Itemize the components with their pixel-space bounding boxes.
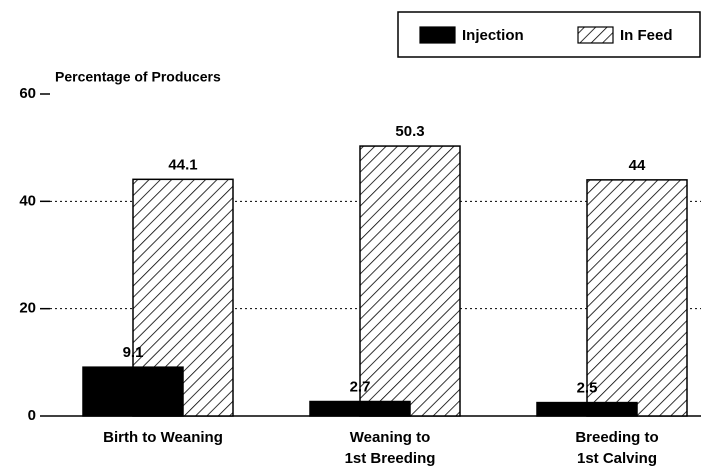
data-label: 2.7: [350, 378, 371, 395]
bar: [536, 401, 638, 417]
data-label: 9.1: [123, 344, 144, 361]
y-tick-label: 60: [19, 85, 36, 102]
x-tick-label: Breeding to 1st Calving: [575, 429, 659, 467]
y-tick-label: 0: [28, 407, 36, 424]
legend-label: In Feed: [620, 27, 673, 44]
legend-swatch: [419, 26, 456, 44]
bar: [359, 145, 461, 417]
data-label: 44: [629, 157, 646, 174]
legend-swatch: [577, 26, 614, 44]
y-axis-label: Percentage of Producers: [55, 69, 221, 85]
legend-label: Injection: [462, 27, 524, 44]
x-tick-label: Birth to Weaning: [103, 429, 223, 446]
data-label: 2.5: [577, 380, 598, 397]
bar: [82, 366, 184, 417]
bar: [586, 179, 688, 417]
y-tick-label: 40: [19, 192, 36, 209]
data-label: 44.1: [168, 156, 197, 173]
y-tick-label: 20: [19, 300, 36, 317]
data-label: 50.3: [395, 123, 424, 140]
x-tick-label: Weaning to 1st Breeding: [344, 429, 436, 467]
bar: [309, 400, 411, 417]
